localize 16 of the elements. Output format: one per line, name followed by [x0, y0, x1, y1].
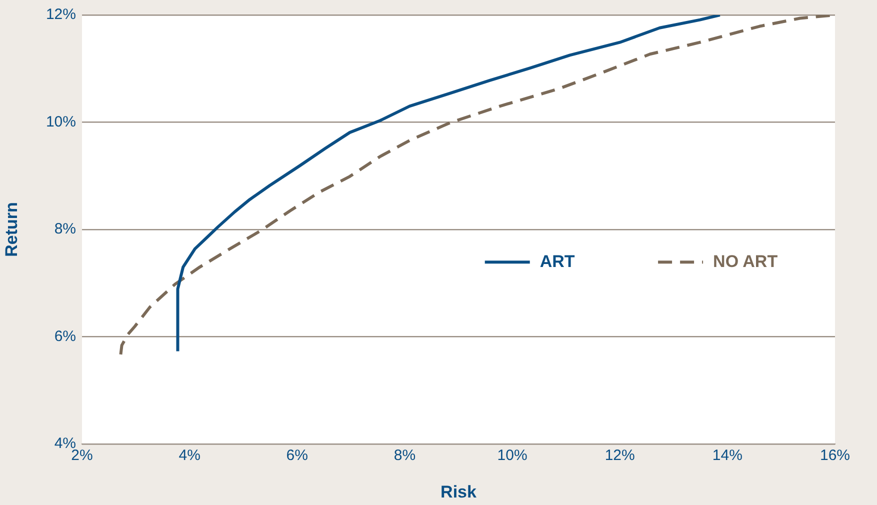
- legend-label: NO ART: [713, 252, 778, 271]
- x-tick-label: 8%: [394, 447, 416, 464]
- x-tick-label: 10%: [497, 447, 528, 464]
- x-tick-label: 2%: [71, 447, 93, 464]
- x-tick-label: 14%: [712, 447, 742, 464]
- y-tick-label: 6%: [54, 328, 76, 345]
- x-axis-title: Risk: [440, 482, 477, 502]
- x-tick-label: 4%: [178, 447, 200, 464]
- y-tick-label: 8%: [54, 220, 76, 238]
- x-tick-label: 6%: [286, 447, 308, 464]
- y-tick-label: 10%: [46, 113, 76, 130]
- x-tick-label: 16%: [820, 447, 850, 464]
- y-axis-title: Return: [2, 202, 21, 257]
- x-tick-label: 12%: [604, 447, 635, 464]
- y-tick-label: 12%: [46, 6, 76, 24]
- legend-label: ART: [540, 252, 576, 271]
